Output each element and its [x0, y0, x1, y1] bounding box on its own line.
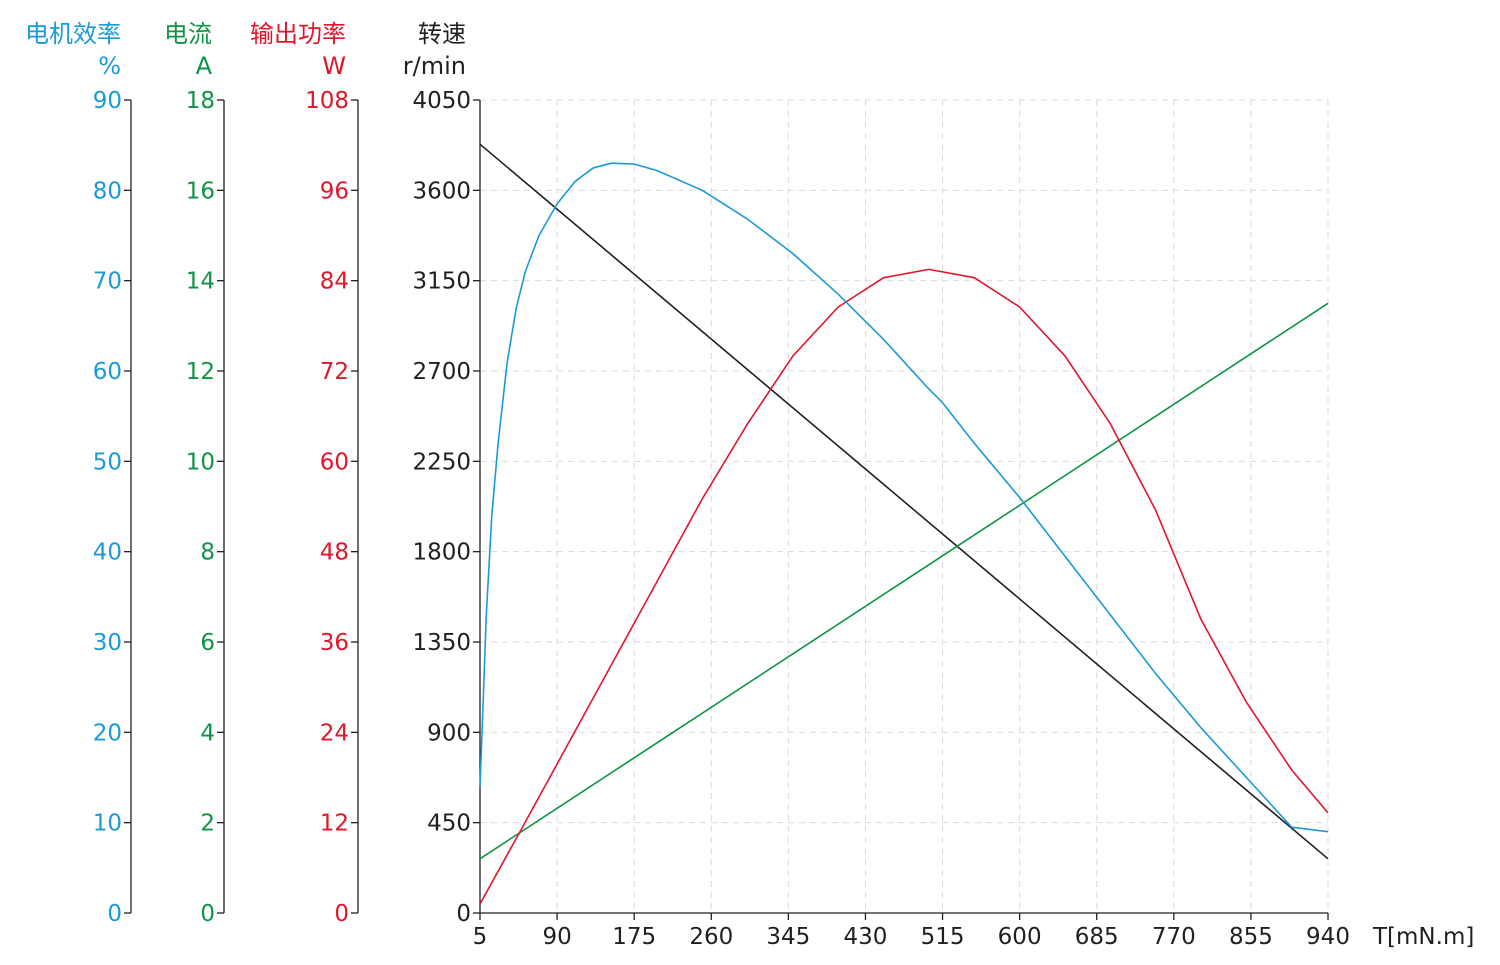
efficiency-tick-label: 70: [93, 269, 122, 295]
speed-tick-label: 2700: [412, 359, 471, 385]
power-tick-label: 48: [320, 540, 349, 566]
efficiency-tick-label: 80: [93, 178, 122, 204]
x-tick-label: 770: [1152, 924, 1196, 950]
current-tick-label: 0: [200, 901, 215, 927]
power-axis-title: 输出功率: [250, 20, 346, 48]
speed-tick-label: 450: [427, 811, 471, 837]
power-tick-label: 0: [334, 901, 349, 927]
power-series-line: [479, 268, 1329, 905]
power-tick-label: 24: [320, 720, 349, 746]
x-tick-label: 430: [844, 924, 888, 950]
power-tick-label: 60: [320, 449, 349, 475]
efficiency-tick-label: 90: [93, 88, 122, 114]
x-tick-label: 515: [921, 924, 965, 950]
current-tick-label: 8: [200, 540, 215, 566]
current-axis-title: 电流: [164, 20, 212, 48]
x-axis-label: T[mN.m]: [1372, 924, 1474, 950]
speed-tick-label: 900: [427, 720, 471, 746]
speed-series-line: [479, 143, 1329, 860]
current-tick-label: 14: [186, 269, 215, 295]
current-tick-label: 4: [200, 720, 215, 746]
power-tick-label: 72: [320, 359, 349, 385]
x-tick-label: 260: [689, 924, 733, 950]
current-tick-label: 18: [186, 88, 215, 114]
power-tick-label: 84: [320, 269, 349, 295]
current-tick-label: 2: [200, 811, 215, 837]
current-tick-label: 16: [186, 178, 215, 204]
x-tick-label: 175: [612, 924, 656, 950]
speed-tick-label: 3600: [412, 178, 471, 204]
x-tick-label: 855: [1229, 924, 1273, 950]
power-tick-label: 12: [320, 811, 349, 837]
efficiency-tick-label: 50: [93, 449, 122, 475]
current-axis-unit: A: [196, 52, 213, 80]
power-tick-label: 96: [320, 178, 349, 204]
x-tick-label: 345: [766, 924, 810, 950]
efficiency-tick-label: 20: [93, 720, 122, 746]
speed-tick-label: 1800: [412, 540, 471, 566]
current-tick-label: 6: [200, 630, 215, 656]
power-tick-label: 36: [320, 630, 349, 656]
current-tick-label: 10: [186, 449, 215, 475]
labels: 0102030405060708090电机效率%024681012141618电…: [25, 20, 1474, 950]
power-axis-unit: W: [322, 52, 346, 80]
speed-tick-label: 1350: [412, 630, 471, 656]
grid: [480, 99, 1329, 913]
efficiency-axis-unit: %: [98, 52, 121, 80]
speed-tick-label: 0: [456, 901, 471, 927]
series: [479, 143, 1329, 905]
current-tick-label: 12: [186, 359, 215, 385]
speed-tick-label: 3150: [412, 269, 471, 295]
speed-tick-label: 2250: [412, 449, 471, 475]
x-tick-label: 90: [542, 924, 571, 950]
efficiency-series-line: [479, 162, 1329, 833]
efficiency-tick-label: 10: [93, 811, 122, 837]
axes: [124, 99, 1329, 920]
x-tick-label: 940: [1306, 924, 1350, 950]
efficiency-axis-title: 电机效率: [25, 20, 121, 48]
speed-axis-unit: r/min: [403, 52, 466, 80]
efficiency-tick-label: 0: [107, 901, 122, 927]
x-tick-label: 5: [473, 924, 488, 950]
speed-tick-label: 4050: [412, 88, 471, 114]
efficiency-tick-label: 30: [93, 630, 122, 656]
speed-axis-title: 转速: [418, 20, 466, 48]
current-series-line: [479, 302, 1329, 860]
efficiency-tick-label: 60: [93, 359, 122, 385]
x-tick-label: 600: [998, 924, 1042, 950]
x-tick-label: 685: [1075, 924, 1119, 950]
efficiency-tick-label: 40: [93, 540, 122, 566]
power-tick-label: 108: [305, 88, 349, 114]
